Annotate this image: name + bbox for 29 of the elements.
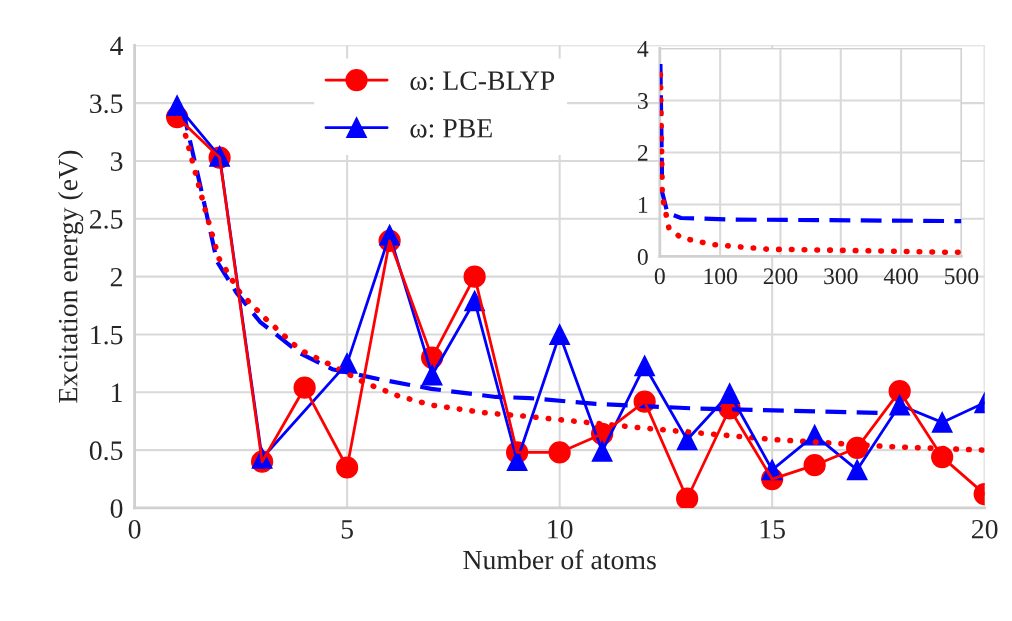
x-tick-label: 200 (763, 268, 798, 285)
y-tick-label: 1.5 (91, 325, 123, 345)
x-tick-label: 500 (945, 268, 979, 285)
y-tick-label: 2.5 (89, 210, 123, 229)
x-tick-label: 100 (704, 268, 737, 285)
y-tick-label: 4 (637, 41, 649, 57)
x-tick-label: 10 (548, 519, 573, 539)
x-tick-label: 15 (760, 520, 785, 539)
y-tick-label: 0 (110, 499, 123, 518)
y-tick-label: 1 (112, 383, 122, 402)
x-tick-label: 20 (972, 519, 998, 539)
x-tick-label: 300 (824, 268, 858, 285)
y-tick-label: 0.5 (89, 441, 123, 461)
y-tick-label: 2 (637, 145, 648, 161)
x-tick-label: 5 (341, 520, 353, 539)
legend-label: ω: LC-BLYP (410, 71, 555, 91)
x-tick-label: 400 (883, 268, 918, 285)
legend-label: ω: PBE (410, 119, 492, 138)
y-tick-label: 3 (638, 93, 648, 109)
y-axis-title: Excitation energy (eV) (57, 150, 84, 403)
y-tick-label: 4 (110, 36, 124, 55)
y-tick-label: 3.5 (90, 94, 123, 114)
x-tick-label: 0 (654, 268, 665, 285)
y-tick-label: 3 (110, 152, 123, 171)
y-tick-label: 2 (110, 267, 122, 287)
y-tick-label: 0 (637, 248, 648, 265)
y-tick-label: 1 (638, 197, 648, 213)
x-tick-label: 0 (128, 519, 141, 539)
x-axis-title: Number of atoms (463, 549, 656, 570)
